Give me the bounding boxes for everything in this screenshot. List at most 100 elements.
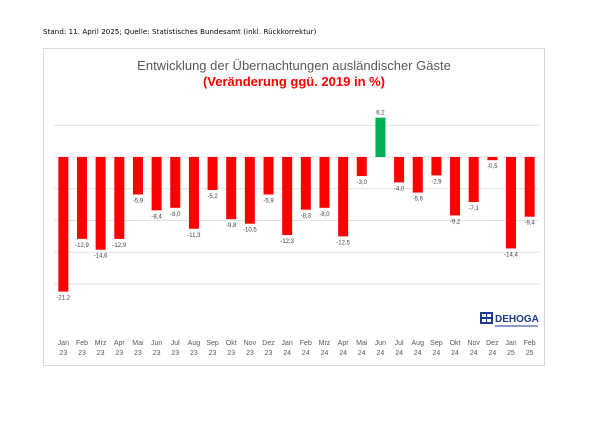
- x-tick-year: 24: [395, 350, 403, 357]
- x-tick-month: Aug: [188, 340, 201, 347]
- x-tick-month: Jan: [58, 340, 69, 347]
- x-tick-year: 24: [470, 350, 478, 357]
- bar-apr-24: [338, 157, 349, 237]
- value-label: -12,5: [336, 240, 350, 246]
- x-tick-month: Okt: [450, 340, 461, 347]
- x-tick-month: Nov: [244, 340, 257, 347]
- bar-dez-23: [263, 157, 274, 195]
- value-label: -12,9: [75, 243, 89, 249]
- x-tick-month: Sep: [206, 340, 219, 347]
- value-label: -5,2: [207, 194, 218, 200]
- x-tick-month: Feb: [76, 340, 88, 347]
- gridlines: [54, 124, 539, 285]
- x-tick-month: Jun: [151, 340, 162, 347]
- x-tick-year: 23: [134, 350, 142, 357]
- x-tick-year: 24: [451, 350, 459, 357]
- bars: [58, 117, 535, 292]
- x-tick-month: Mrz: [319, 340, 331, 347]
- x-tick-month: Mai: [132, 340, 144, 347]
- x-tick-year: 24: [358, 350, 366, 357]
- value-label: -9,4: [525, 221, 536, 227]
- x-tick-year: 24: [321, 350, 329, 357]
- x-tick-month: Mai: [356, 340, 368, 347]
- bar-dez-24: [487, 157, 498, 161]
- bar-mrz-24: [319, 157, 330, 208]
- x-tick-month: Aug: [412, 340, 425, 347]
- x-tick-month: Sep: [430, 340, 443, 347]
- value-label: -7,1: [469, 206, 480, 212]
- x-axis-labels: Jan 23 Feb 23 Mrz 23 Apr 23 Mai 23 Jun 23 Jul 23 Aug 23…: [58, 340, 536, 357]
- chart-frame: [43, 48, 545, 366]
- x-tick-month: Jun: [375, 340, 386, 347]
- bar-okt-24: [450, 157, 461, 216]
- value-label: -14,4: [504, 252, 518, 258]
- logo-mark: [480, 312, 493, 324]
- bar-jun-23: [151, 157, 162, 211]
- x-tick-month: Dez: [262, 340, 275, 347]
- bar-jul-24: [394, 157, 405, 183]
- x-tick-month: Nov: [467, 340, 480, 347]
- value-label: -5,9: [133, 198, 144, 204]
- value-label: -12,3: [280, 239, 294, 245]
- value-label: -8,0: [319, 212, 330, 218]
- x-tick-year: 24: [488, 350, 496, 357]
- value-label: 6,2: [376, 111, 385, 117]
- x-tick-year: 24: [283, 350, 291, 357]
- x-tick-year: 25: [526, 350, 534, 357]
- logo-text: DEHOGA: [495, 314, 539, 325]
- x-tick-year: 23: [115, 350, 123, 357]
- bar-jan-23: [58, 157, 69, 292]
- bar-jul-23: [170, 157, 181, 208]
- dehoga-logo: DEHOGA: [480, 312, 539, 327]
- bar-feb-24: [300, 157, 311, 210]
- bar-nov-24: [468, 157, 479, 203]
- x-tick-year: 24: [302, 350, 310, 357]
- x-tick-year: 23: [153, 350, 161, 357]
- x-tick-month: Okt: [226, 340, 237, 347]
- bar-aug-23: [188, 157, 199, 229]
- chart-title: Entwicklung der Übernachtungen ausländis…: [137, 58, 451, 73]
- x-tick-year: 24: [339, 350, 347, 357]
- value-label: -12,9: [112, 243, 126, 249]
- x-tick-month: Apr: [338, 340, 350, 347]
- bar-mai-23: [132, 157, 143, 195]
- value-label: -4,0: [394, 186, 405, 192]
- x-tick-month: Feb: [300, 340, 312, 347]
- value-label: -8,3: [301, 214, 312, 220]
- bar-sep-24: [431, 157, 442, 176]
- bar-jan-24: [282, 157, 293, 236]
- value-label: -10,5: [243, 228, 257, 234]
- bar-okt-23: [226, 157, 237, 220]
- x-tick-month: Jul: [395, 340, 404, 347]
- x-tick-year: 24: [414, 350, 422, 357]
- x-tick-month: Apr: [114, 340, 126, 347]
- x-tick-year: 25: [507, 350, 515, 357]
- bar-sep-23: [207, 157, 218, 191]
- x-tick-year: 23: [209, 350, 217, 357]
- value-label: -9,2: [450, 219, 461, 225]
- value-label: -8,4: [151, 214, 162, 220]
- x-tick-month: Jan: [505, 340, 516, 347]
- value-label: -5,6: [413, 197, 424, 203]
- value-label: -2,9: [431, 179, 442, 185]
- x-tick-year: 23: [227, 350, 235, 357]
- x-tick-year: 23: [265, 350, 273, 357]
- x-tick-year: 23: [190, 350, 198, 357]
- value-label: -0,5: [487, 164, 498, 170]
- bar-feb-25: [524, 157, 535, 217]
- x-tick-month: Feb: [524, 340, 536, 347]
- bar-nov-23: [244, 157, 255, 224]
- x-tick-month: Jan: [282, 340, 293, 347]
- x-tick-year: 23: [171, 350, 179, 357]
- value-label: -3,0: [357, 180, 368, 186]
- bar-aug-24: [412, 157, 423, 193]
- value-labels: -21,2 -12,9 -14,6 -12,9 -5,9 -8,4 -8,0 -11,3 -5,…: [56, 111, 535, 302]
- value-label: -11,3: [187, 233, 201, 239]
- x-tick-year: 23: [97, 350, 105, 357]
- bar-feb-23: [76, 157, 87, 239]
- chart-subtitle: (Veränderung ggü. 2019 in %): [203, 74, 385, 89]
- x-tick-month: Mrz: [95, 340, 107, 347]
- value-label: -21,2: [56, 296, 70, 302]
- x-tick-month: Dez: [486, 340, 499, 347]
- bar-apr-23: [114, 157, 125, 239]
